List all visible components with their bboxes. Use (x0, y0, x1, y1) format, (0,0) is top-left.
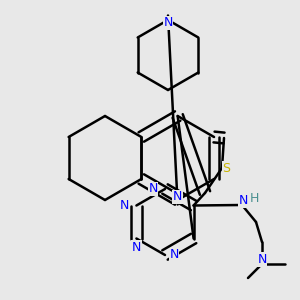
Text: N: N (163, 16, 173, 29)
Text: N: N (257, 253, 267, 266)
Text: N: N (169, 248, 179, 262)
Text: N: N (239, 194, 248, 207)
Text: N: N (148, 182, 158, 196)
Text: N: N (132, 241, 141, 254)
Text: N: N (173, 190, 182, 203)
Text: H: H (250, 192, 259, 205)
Text: S: S (223, 161, 230, 175)
Text: N: N (120, 199, 129, 212)
